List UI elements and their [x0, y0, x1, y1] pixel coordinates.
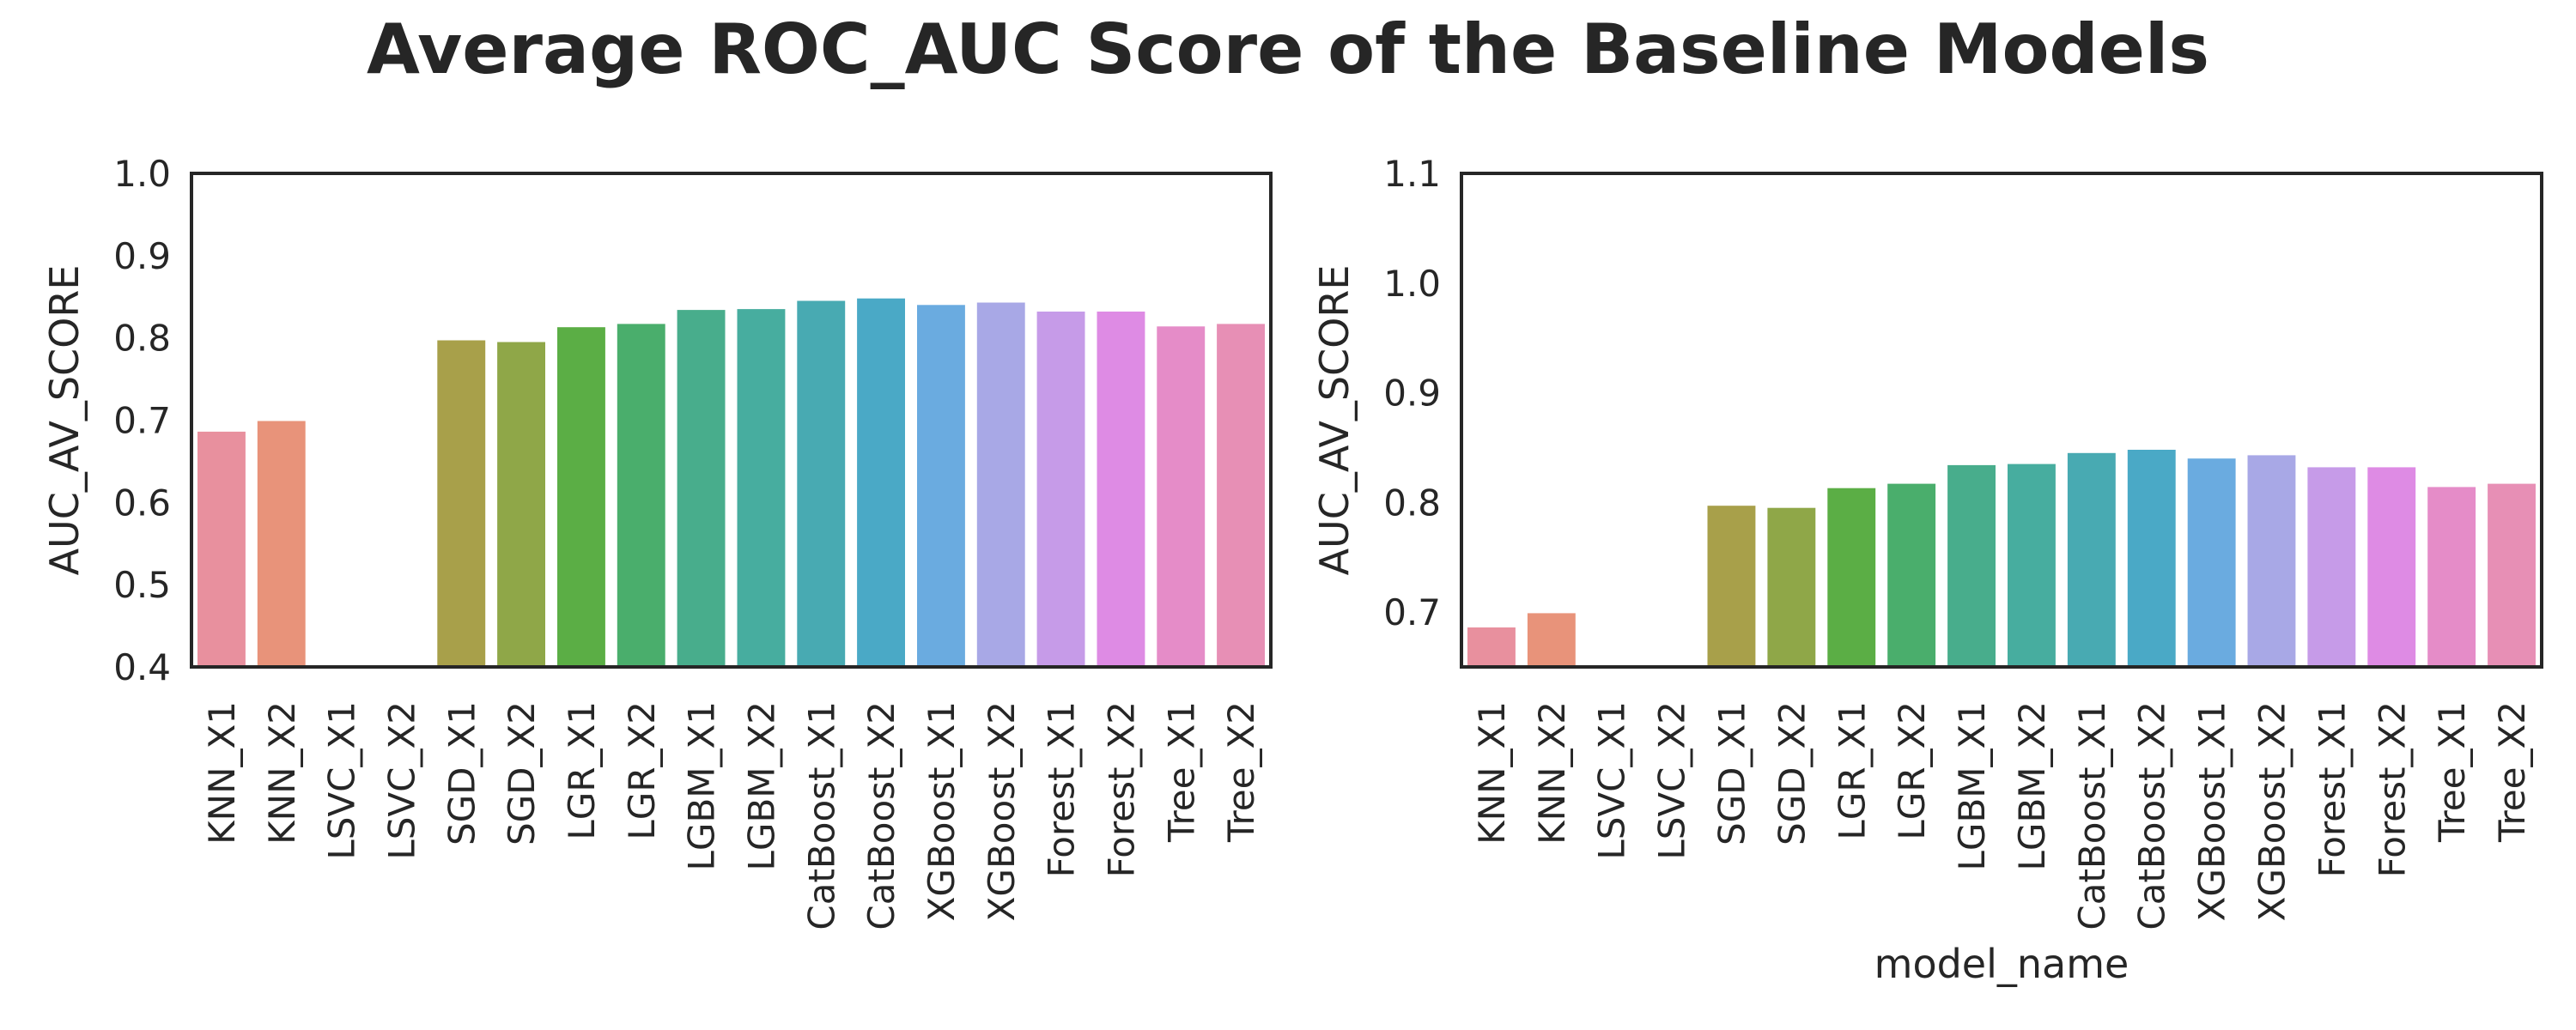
x-tick-label: LSVC_X2 — [1651, 701, 1693, 860]
x-tick-label: LGBM_X1 — [1951, 701, 1993, 871]
x-tick-label: SGD_X1 — [440, 701, 483, 845]
x-tick-label: SGD_X2 — [501, 701, 543, 845]
bar-sgd-x1 — [1707, 506, 1756, 667]
y-tick-label: 0.4 — [113, 646, 171, 688]
bar-lgr-x2 — [1887, 483, 1936, 667]
x-tick-label: Forest_X1 — [1041, 701, 1083, 877]
x-tick-label: LSVC_X1 — [1591, 701, 1633, 860]
bar-knn-x1 — [1467, 627, 1516, 667]
x-tick-label: SGD_X1 — [1711, 701, 1753, 845]
figure-title: Average ROC_AUC Score of the Baseline Mo… — [367, 9, 2209, 89]
chart-panel-2: 0.7 0.8 0.9 1.0 1.1 KNN_X1 KNN_X2 LSVC_X1 LSVC_X… — [1311, 153, 2543, 987]
bar-catboost-x2 — [857, 298, 905, 667]
y-tick-label: 0.6 — [113, 482, 171, 524]
bar-forest-x1 — [1036, 312, 1085, 667]
bar-lgbm-x2 — [2008, 464, 2056, 667]
x-tick-label: KNN_X2 — [1531, 701, 1573, 845]
bar-forest-x2 — [1097, 312, 1145, 667]
y-tick-label: 0.7 — [1383, 591, 1441, 633]
x-tick-label: LGR_X2 — [1891, 701, 1933, 840]
y-axis-label: AUC_AV_SCORE — [41, 265, 88, 576]
x-tick-label: KNN_X1 — [1471, 701, 1513, 845]
x-tick-label: Forest_X1 — [2311, 701, 2353, 877]
x-tick-label: Tree_X2 — [2491, 701, 2533, 843]
bar-knn-x2 — [1527, 613, 1576, 667]
y-tick-label: 0.7 — [113, 400, 171, 442]
y-tick-label: 0.8 — [113, 318, 171, 360]
bar-xgboost-x1 — [2187, 458, 2236, 667]
x-tick-label: LGR_X1 — [1831, 701, 1873, 840]
x-tick-label: CatBoost_X2 — [860, 701, 902, 930]
bar-sgd-x2 — [1767, 507, 1816, 667]
x-axis-label: model_name — [1874, 941, 2129, 987]
x-tick-label: Tree_X1 — [1160, 701, 1202, 843]
x-tick-label: LGBM_X2 — [2011, 701, 2053, 871]
bar-sgd-x1 — [437, 340, 486, 667]
x-tick-label: LSVC_X1 — [321, 701, 363, 860]
bar-lgbm-x1 — [677, 310, 726, 667]
y-tick-label: 0.9 — [1383, 373, 1441, 415]
bar-tree-x2 — [1217, 324, 1265, 667]
bar-forest-x1 — [2307, 467, 2356, 667]
bar-forest-x2 — [2367, 467, 2416, 667]
x-tick-label: Tree_X1 — [2431, 701, 2473, 843]
x-tick-label: LGBM_X2 — [740, 701, 782, 871]
x-tick-label: Forest_X2 — [2371, 701, 2413, 877]
plot-frame — [1460, 172, 2543, 669]
bar-lgbm-x1 — [1947, 464, 1996, 667]
bar-catboost-x2 — [2127, 450, 2176, 667]
bar-lgr-x1 — [557, 327, 605, 667]
bar-sgd-x2 — [497, 342, 545, 667]
bar-xgboost-x2 — [2247, 455, 2296, 667]
bar-tree-x2 — [2488, 483, 2536, 667]
bar-tree-x1 — [2427, 487, 2476, 667]
x-tick-label: Tree_X2 — [1220, 701, 1262, 843]
y-tick-label: 1.1 — [1383, 153, 1441, 195]
x-tick-label: CatBoost_X1 — [2071, 701, 2113, 930]
bar-lgr-x1 — [1827, 488, 1876, 667]
x-tick-label: SGD_X2 — [1771, 701, 1813, 845]
x-tick-label: CatBoost_X2 — [2131, 701, 2173, 930]
bar-tree-x1 — [1157, 326, 1206, 667]
x-tick-label: CatBoost_X1 — [800, 701, 842, 930]
y-axis-label: AUC_AV_SCORE — [1311, 265, 1358, 576]
bar-catboost-x1 — [797, 300, 846, 667]
x-tick-label: LSVC_X2 — [380, 701, 422, 860]
bar-lgbm-x2 — [737, 309, 786, 667]
y-tick-label: 0.8 — [1383, 482, 1441, 524]
bar-knn-x1 — [197, 431, 246, 667]
x-tick-label: KNN_X1 — [201, 701, 243, 845]
y-tick-label: 1.0 — [113, 153, 171, 195]
x-tick-label: XGBoost_X2 — [2251, 701, 2293, 921]
y-tick-label: 1.0 — [1383, 263, 1441, 305]
x-tick-label: KNN_X2 — [261, 701, 303, 845]
bar-xgboost-x2 — [976, 302, 1025, 667]
x-tick-label: XGBoost_X1 — [920, 701, 963, 921]
x-tick-label: LGR_X2 — [621, 701, 663, 840]
bar-lgr-x2 — [617, 324, 665, 667]
plot-frame — [190, 172, 1273, 669]
chart-panel-1: 0.4 0.5 0.6 0.7 0.8 0.9 1.0 KNN_X1 KNN_X2 LSVC_X1… — [41, 153, 1273, 930]
x-tick-label: Forest_X2 — [1100, 701, 1142, 877]
x-tick-label: LGR_X1 — [561, 701, 603, 840]
bar-catboost-x1 — [2067, 452, 2116, 667]
bar-xgboost-x1 — [917, 305, 965, 667]
x-tick-label: XGBoost_X2 — [981, 701, 1023, 921]
x-tick-label: LGBM_X1 — [681, 701, 723, 871]
y-tick-label: 0.5 — [113, 564, 171, 606]
x-tick-label: XGBoost_X1 — [2191, 701, 2233, 921]
bar-knn-x2 — [257, 421, 306, 667]
y-tick-label: 0.9 — [113, 235, 171, 277]
